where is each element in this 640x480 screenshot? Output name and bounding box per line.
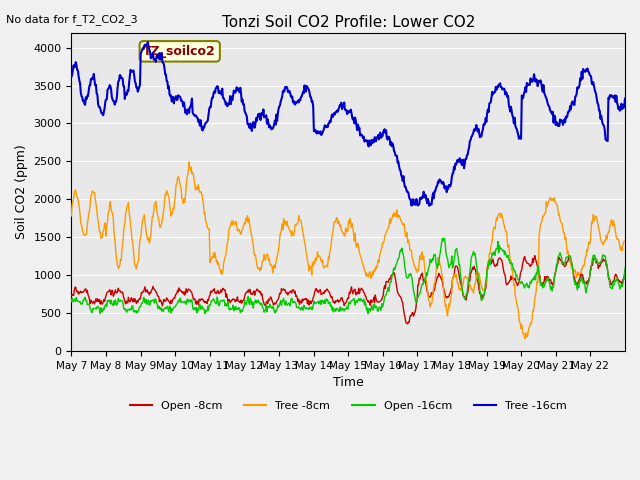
Title: Tonzi Soil CO2 Profile: Lower CO2: Tonzi Soil CO2 Profile: Lower CO2 [221,15,475,30]
X-axis label: Time: Time [333,376,364,389]
Y-axis label: Soil CO2 (ppm): Soil CO2 (ppm) [15,144,28,239]
Text: No data for f_T2_CO2_3: No data for f_T2_CO2_3 [6,14,138,25]
Legend: Open -8cm, Tree -8cm, Open -16cm, Tree -16cm: Open -8cm, Tree -8cm, Open -16cm, Tree -… [125,396,572,415]
Text: TZ_soilco2: TZ_soilco2 [143,45,216,58]
